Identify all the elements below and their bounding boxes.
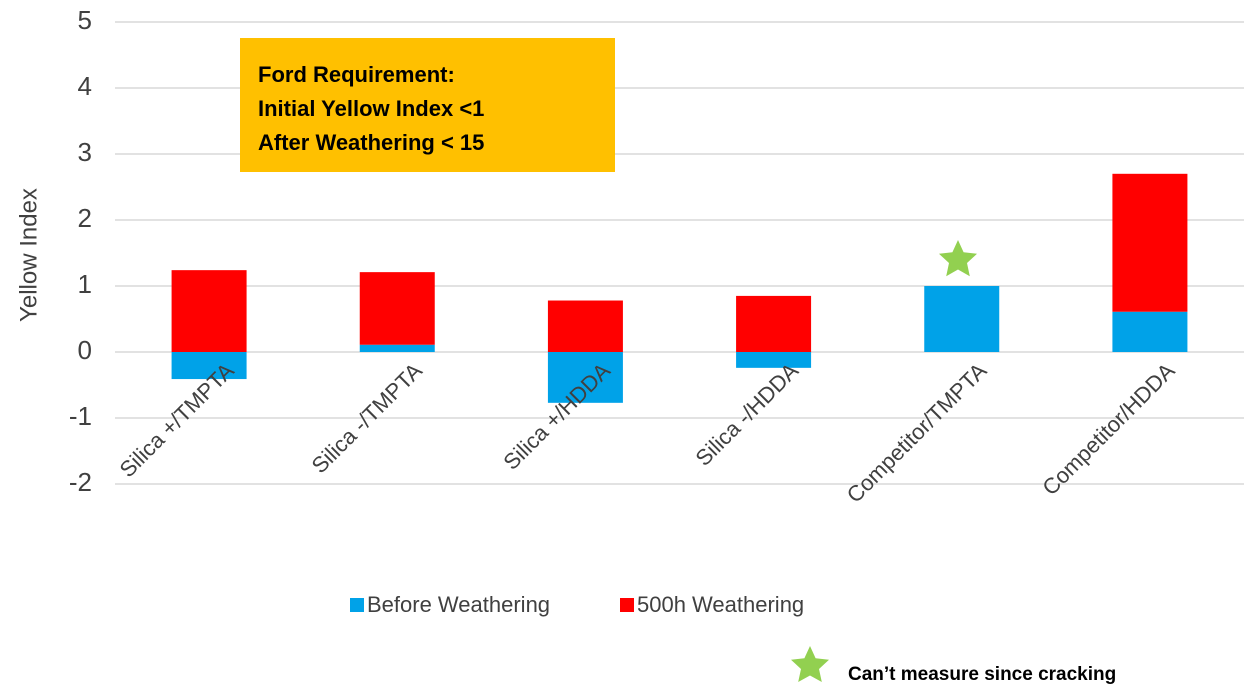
y-tick-label: 0 xyxy=(78,335,92,365)
y-tick-label: 3 xyxy=(78,137,92,167)
y-axis-title: Yellow Index xyxy=(15,188,42,322)
footnote-star xyxy=(791,646,829,682)
x-tick-label: Silica -/HDDA xyxy=(690,358,803,471)
annotation-line: Initial Yellow Index <1 xyxy=(258,96,484,121)
annotation-box xyxy=(240,38,615,172)
y-tick-label: 2 xyxy=(78,203,92,233)
legend-swatch xyxy=(350,598,364,612)
footnote: Can’t measure since cracking xyxy=(848,664,1116,685)
bar xyxy=(1112,311,1188,352)
bar xyxy=(359,272,435,345)
legend-swatch xyxy=(620,598,634,612)
bar xyxy=(736,352,812,368)
y-tick-label: -2 xyxy=(69,467,92,497)
x-tick-label: Competitor/HDDA xyxy=(1037,358,1179,500)
bar xyxy=(924,286,1000,352)
bar xyxy=(736,295,812,352)
y-tick-label: 4 xyxy=(78,71,92,101)
bar xyxy=(547,352,623,403)
bar xyxy=(359,344,435,352)
bar xyxy=(547,300,623,352)
bar xyxy=(171,352,247,380)
star-marker xyxy=(939,240,977,277)
legend-label: 500h Weathering xyxy=(637,592,804,617)
annotation-line: Ford Requirement: xyxy=(258,62,455,87)
legend-label: Before Weathering xyxy=(367,592,550,617)
x-tick-label: Competitor/TMPTA xyxy=(842,358,992,508)
bar xyxy=(171,270,247,352)
y-tick-label: 5 xyxy=(78,5,92,35)
bar xyxy=(1112,173,1188,312)
y-tick-label: -1 xyxy=(69,401,92,431)
y-tick-label: 1 xyxy=(78,269,92,299)
annotation-line: After Weathering < 15 xyxy=(258,130,484,155)
